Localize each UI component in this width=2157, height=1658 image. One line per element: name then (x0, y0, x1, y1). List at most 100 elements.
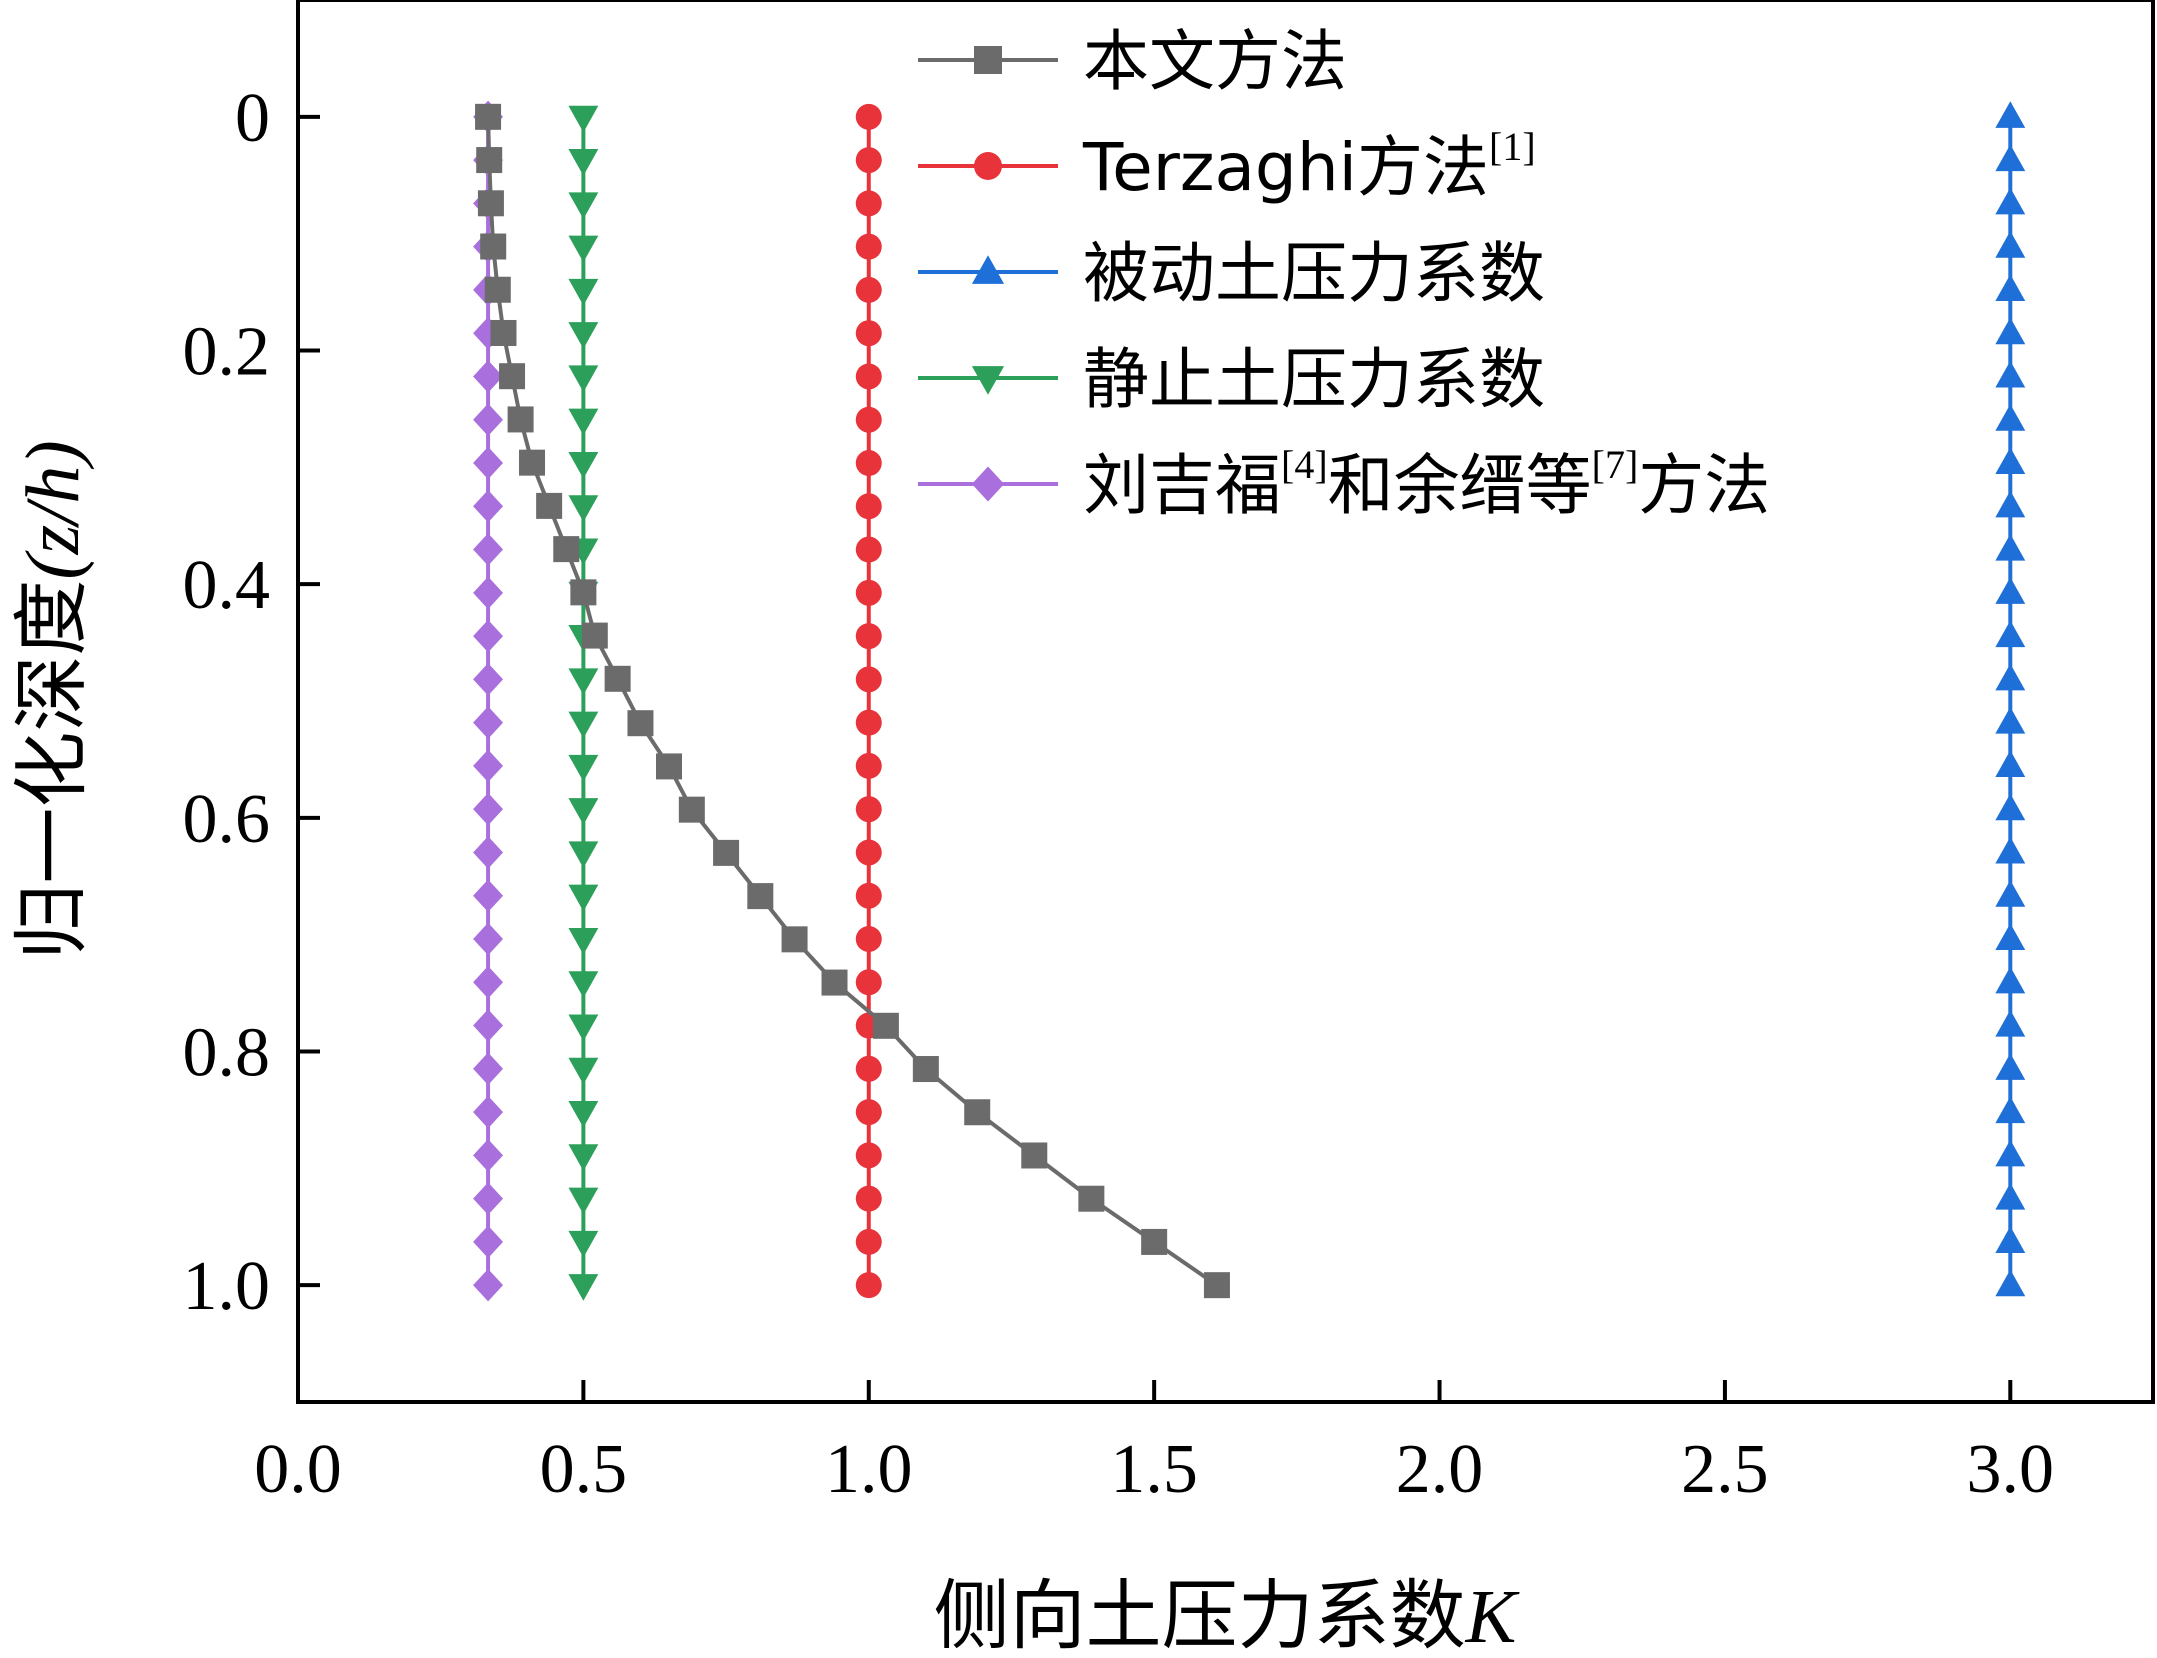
data-point (855, 493, 882, 520)
data-point (568, 365, 599, 393)
legend-label-part: 刘吉福 (1083, 447, 1281, 524)
data-point (713, 839, 740, 866)
data-point (855, 1185, 882, 1212)
legend-marker (971, 466, 1005, 502)
series-passive (1995, 101, 2026, 1297)
data-point (477, 190, 504, 217)
data-point (1995, 1269, 2026, 1297)
data-point (678, 796, 705, 823)
data-point (568, 495, 599, 522)
series-at-rest (568, 105, 599, 1301)
data-point (476, 147, 503, 174)
data-point (568, 408, 599, 436)
x-axis-title: 侧向土压力系数K (934, 1571, 1520, 1658)
data-point (473, 879, 504, 912)
data-point (484, 276, 511, 303)
data-point (855, 969, 882, 996)
x-tick-label: 1.0 (825, 1431, 913, 1508)
legend-label-part: 静止土压力系数 (1083, 341, 1545, 418)
data-point (473, 403, 504, 436)
data-point (475, 103, 502, 130)
legend-citation: [4] (1281, 442, 1328, 487)
data-point (1995, 707, 2026, 734)
data-point (855, 882, 882, 909)
data-point (473, 749, 504, 783)
data-point (1995, 966, 2026, 994)
data-point (912, 1056, 939, 1083)
data-point (473, 619, 504, 653)
x-tick-label: 3.0 (1967, 1431, 2055, 1508)
y-axis-title-text: 归一化深度 (7, 580, 96, 960)
data-point (656, 753, 682, 780)
data-point (568, 149, 599, 176)
data-point (568, 1274, 599, 1301)
data-point (480, 233, 507, 260)
data-point (855, 1099, 882, 1126)
data-point (473, 1268, 504, 1302)
data-point (1995, 1009, 2026, 1037)
data-point (1021, 1142, 1048, 1169)
legend-item: 本文方法 (918, 23, 1347, 100)
data-point (499, 363, 526, 390)
data-point (1995, 1226, 2026, 1253)
data-point (473, 792, 504, 826)
data-point (473, 1095, 504, 1129)
data-point (568, 451, 599, 479)
series-line (486, 116, 1219, 1287)
data-point (1995, 447, 2026, 475)
legend-label: 刘吉福[4]和余缙等[7]方法 (1083, 442, 1770, 524)
data-point (473, 1009, 504, 1042)
data-point (855, 276, 882, 303)
data-point (1995, 836, 2026, 864)
x-tick-label: 1.5 (1110, 1431, 1198, 1508)
legend-label-part: 方法 (1638, 447, 1770, 524)
data-point (855, 752, 882, 779)
data-point (1078, 1185, 1105, 1212)
data-point (1995, 144, 2026, 172)
data-point (1995, 1183, 2026, 1210)
data-point (855, 1272, 882, 1299)
data-point (568, 971, 599, 998)
data-point (568, 105, 599, 133)
data-point (568, 1144, 599, 1171)
data-point (855, 406, 882, 433)
data-point (855, 1142, 882, 1169)
legend-label: 被动土压力系数 (1083, 235, 1545, 312)
data-point (855, 147, 882, 174)
y-axis-title-var: (z/h) (11, 440, 95, 579)
data-point (855, 839, 882, 866)
legend-citation: [7] (1592, 442, 1639, 487)
data-point (473, 1052, 504, 1086)
y-axis-ticks: 0 0.2 0.4 0.6 0.8 1.0 (183, 80, 320, 1325)
data-point (570, 579, 597, 606)
data-point (604, 665, 631, 692)
data-point (1995, 187, 2026, 215)
data-point (855, 450, 882, 477)
data-point (568, 668, 599, 695)
data-point (473, 1182, 504, 1215)
x-axis-title-text: 侧向土压力系数 (934, 1571, 1466, 1658)
data-point (568, 884, 599, 912)
legend-item: 静止土压力系数 (918, 341, 1545, 418)
data-point (1995, 880, 2026, 907)
data-point (855, 536, 882, 563)
x-axis-ticks: 0.0 0.5 1.0 1.5 2.0 2.5 3.0 (254, 1380, 2054, 1508)
data-point (1995, 923, 2026, 951)
x-tick-label: 0.0 (254, 1431, 342, 1508)
data-point (1995, 490, 2026, 518)
x-tick-label: 2.5 (1681, 1431, 1769, 1508)
data-point (1141, 1228, 1168, 1255)
y-tick-label: 0.4 (183, 547, 271, 624)
data-point (1995, 1096, 2026, 1124)
data-point (1995, 317, 2026, 345)
x-tick-label: 2.0 (1396, 1431, 1484, 1508)
legend-marker (971, 366, 1005, 395)
data-point (1203, 1272, 1230, 1299)
data-point (1995, 404, 2026, 431)
data-point (855, 190, 882, 217)
y-axis-title: 归一化深度(z/h) (7, 440, 96, 959)
data-point (855, 579, 882, 606)
data-point (568, 1014, 599, 1042)
data-point (855, 709, 882, 736)
data-point (568, 1187, 599, 1215)
